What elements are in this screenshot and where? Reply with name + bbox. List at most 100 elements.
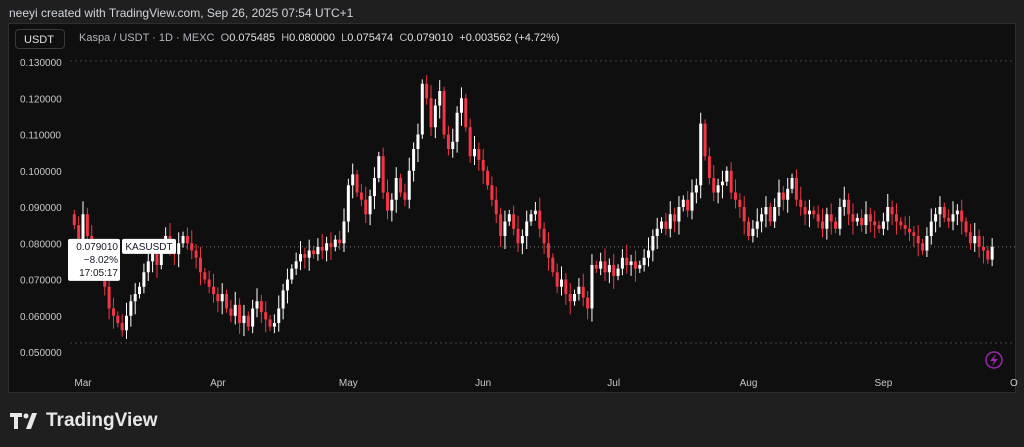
candle-body: [481, 159, 485, 171]
candle-body: [925, 236, 929, 251]
candle-body: [538, 210, 542, 229]
candle-body: [890, 207, 894, 215]
candle-body: [494, 199, 498, 215]
candle-body: [542, 228, 546, 244]
candle-body: [529, 214, 533, 222]
candle-body: [712, 178, 716, 193]
candle-body: [190, 243, 194, 251]
candle-body: [568, 294, 572, 302]
candle-body: [573, 294, 577, 302]
candle-body: [77, 225, 81, 244]
candle-body: [860, 217, 864, 226]
candle-body: [520, 236, 524, 244]
candle-body: [629, 261, 633, 265]
lightning-bolt-icon: [990, 354, 998, 366]
x-tick-label: Apr: [210, 378, 226, 389]
candle-body: [194, 250, 198, 258]
candle-body: [716, 185, 720, 193]
credit-text: neeyi created with TradingView.com, Sep …: [9, 6, 354, 20]
candle-body: [120, 323, 124, 331]
candle-body: [81, 214, 85, 244]
candle-body: [742, 207, 746, 222]
candle-body: [429, 98, 433, 128]
price-tag-change: −8.02%: [84, 255, 118, 266]
y-tick-label: 0.070000: [20, 276, 62, 287]
candle-body: [355, 174, 359, 193]
candle-body: [416, 134, 420, 149]
candle-body: [877, 225, 881, 229]
close-value: 0.079010: [407, 32, 454, 44]
x-tick-label: Mar: [74, 378, 92, 389]
candle-body: [673, 214, 677, 222]
candle-body: [620, 257, 624, 269]
candle-body: [594, 265, 598, 269]
candle-body: [116, 315, 120, 323]
candle-body: [642, 257, 646, 265]
candle-body: [146, 261, 150, 273]
candle-body: [303, 254, 307, 258]
candle-body: [973, 236, 977, 244]
candle-body: [473, 149, 476, 157]
candle-body: [507, 214, 511, 222]
candle-body: [277, 308, 281, 323]
price-tag-box: [68, 238, 120, 281]
candle-body: [159, 243, 163, 265]
candle-body: [903, 225, 907, 229]
symbol-button[interactable]: USDT: [15, 29, 65, 49]
candle-body: [516, 228, 520, 244]
candle-body: [947, 217, 951, 222]
candle-body: [316, 246, 320, 255]
candle-body: [272, 323, 276, 327]
candle-body: [734, 192, 737, 200]
candle-body: [351, 174, 355, 186]
candle-body: [951, 214, 955, 222]
candle-body: [977, 236, 981, 247]
candle-body: [446, 134, 450, 149]
candle-body: [420, 83, 424, 135]
candle-body: [251, 308, 255, 327]
candle-body: [490, 185, 494, 200]
candle-body: [468, 127, 472, 157]
candle-body: [381, 156, 385, 193]
candle-body: [512, 214, 516, 229]
change-value: +0.003562 (+4.72%): [459, 32, 560, 44]
candle-body: [834, 221, 838, 229]
candle-body: [486, 170, 490, 186]
candle-body: [268, 319, 272, 327]
candle-body: [477, 149, 481, 160]
tradingview-logo: TradingView: [10, 410, 158, 432]
candle-body: [803, 207, 807, 215]
candle-body: [377, 156, 381, 178]
low-value: 0.075474: [347, 32, 394, 44]
candle-body: [451, 141, 455, 149]
candle-body: [216, 294, 220, 302]
candle-body: [677, 207, 681, 222]
candle-body: [938, 207, 942, 215]
candle-body: [625, 257, 629, 265]
candle-body: [781, 192, 785, 200]
candle-body: [847, 199, 851, 215]
candle-body: [899, 221, 903, 226]
candle-body: [85, 214, 89, 236]
chart-legend: Kaspa / USDT · 1D · MEXC O0.075485 H0.08…: [79, 32, 560, 44]
candle-body: [403, 192, 407, 200]
candle-body: [390, 199, 394, 211]
candle-body: [755, 221, 759, 229]
high-label: H: [281, 32, 290, 44]
candle-body: [546, 243, 550, 258]
candle-body: [655, 228, 659, 236]
candle-body: [386, 192, 389, 211]
candle-body: [259, 301, 263, 313]
candle-body: [760, 214, 764, 222]
candle-body: [986, 250, 990, 260]
candle-body: [590, 265, 594, 309]
candle-body: [133, 294, 137, 302]
candle-body: [668, 214, 672, 229]
x-tick-label: O: [1010, 378, 1018, 389]
candle-body: [868, 214, 872, 222]
candle-body: [821, 221, 824, 229]
open-label: O: [220, 32, 230, 44]
candle-body: [290, 268, 294, 280]
candle-body: [603, 261, 607, 273]
